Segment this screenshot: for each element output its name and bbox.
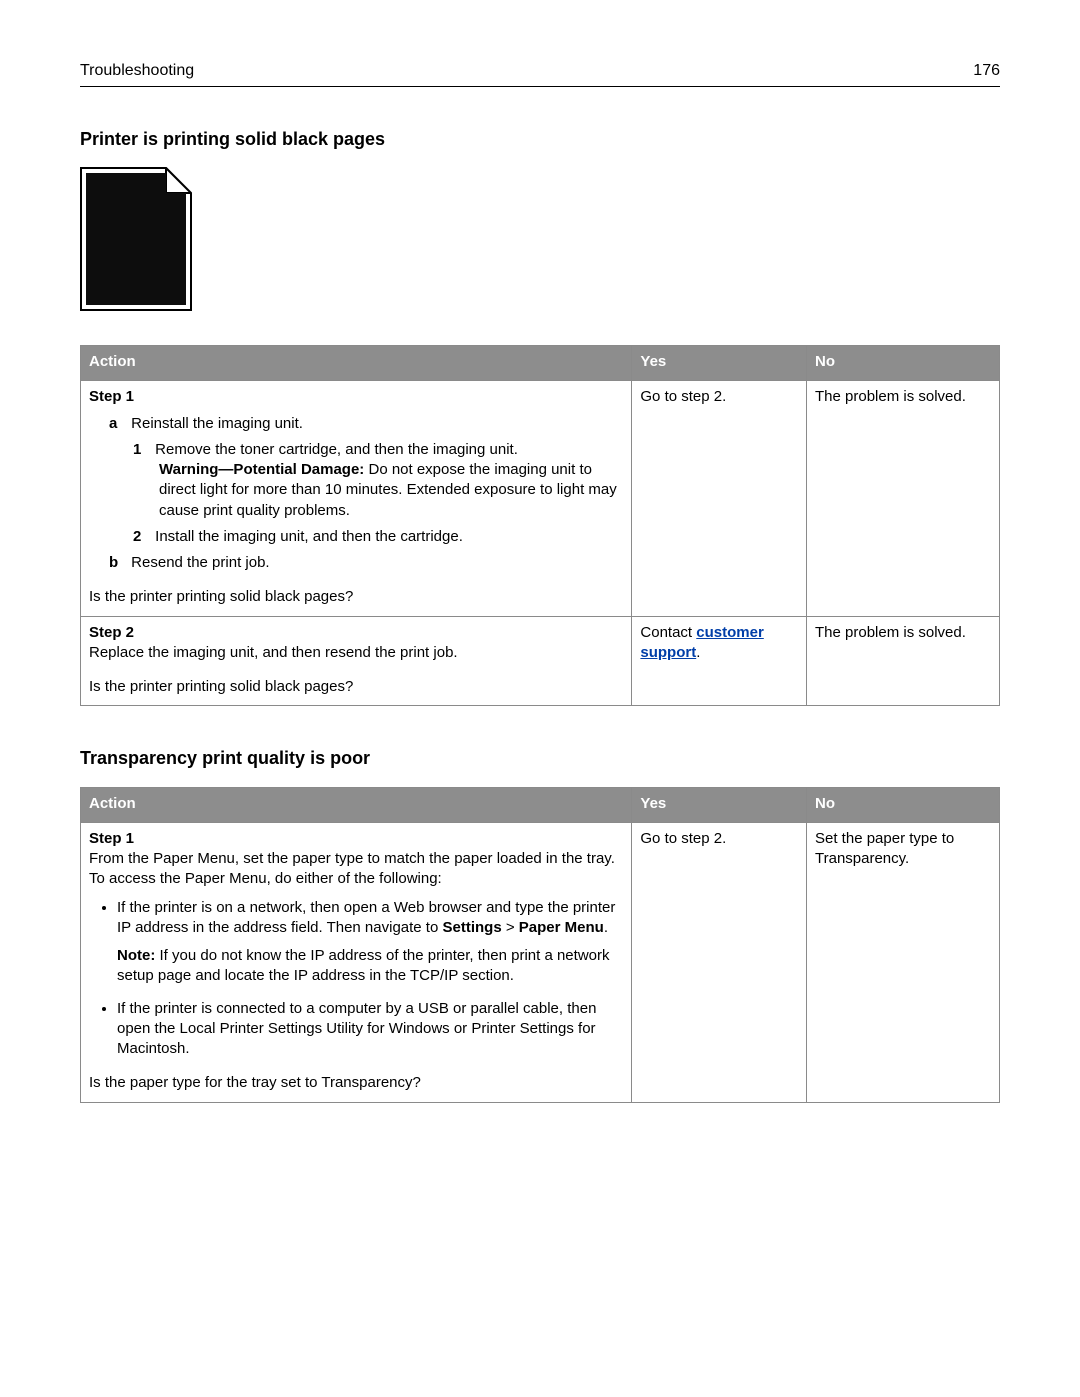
- no-cell: The problem is solved.: [807, 616, 1000, 706]
- header-page-number: 176: [973, 60, 1000, 82]
- list-item: a Reinstall the imaging unit. 1 Remove t…: [109, 414, 623, 548]
- no-cell: The problem is solved.: [807, 381, 1000, 616]
- col-header-action: Action: [81, 787, 632, 822]
- bullet-list: If the printer is on a network, then ope…: [89, 898, 623, 1060]
- note: Note: If you do not know the IP address …: [117, 946, 623, 987]
- bullet-mid: >: [502, 919, 519, 936]
- table-row: Step 2 Replace the imaging unit, and the…: [81, 616, 1000, 706]
- table-row: Step 1 a Reinstall the imaging unit. 1 R…: [81, 381, 1000, 616]
- solid-black-page-icon: [80, 167, 1000, 317]
- header-section: Troubleshooting: [80, 60, 194, 82]
- step-question: Is the printer printing solid black page…: [89, 677, 623, 697]
- col-header-no: No: [807, 787, 1000, 822]
- num-marker: 1: [133, 440, 151, 460]
- list-item: If the printer is connected to a compute…: [117, 999, 623, 1060]
- step-question: Is the printer printing solid black page…: [89, 587, 623, 607]
- alpha-marker: b: [109, 553, 127, 573]
- no-cell: Set the paper type to Transparency.: [807, 822, 1000, 1102]
- alpha-list: a Reinstall the imaging unit. 1 Remove t…: [89, 414, 623, 574]
- numbered-list: 1 Remove the toner cartridge, and then t…: [109, 440, 623, 547]
- step-label: Step 1: [89, 829, 623, 849]
- table-header-row: Action Yes No: [81, 346, 1000, 381]
- list-item: If the printer is on a network, then ope…: [117, 898, 623, 987]
- table-header-row: Action Yes No: [81, 787, 1000, 822]
- list-text: Install the imaging unit, and then the c…: [155, 528, 463, 545]
- bullet-bold: Settings: [443, 919, 502, 936]
- col-header-action: Action: [81, 346, 632, 381]
- step-intro: From the Paper Menu, set the paper type …: [89, 849, 623, 890]
- section2-title: Transparency print quality is poor: [80, 746, 1000, 770]
- list-text: Remove the toner cartridge, and then the…: [155, 441, 518, 458]
- step-question: Is the paper type for the tray set to Tr…: [89, 1073, 623, 1093]
- note-label: Note:: [117, 947, 155, 964]
- list-text: Reinstall the imaging unit.: [131, 415, 303, 432]
- step-label: Step 2: [89, 623, 623, 643]
- step-label: Step 1: [89, 387, 623, 407]
- warning-note: Warning—Potential Damage: Do not expose …: [133, 460, 623, 521]
- yes-suffix: .: [696, 644, 700, 661]
- action-cell: Step 1 a Reinstall the imaging unit. 1 R…: [81, 381, 632, 616]
- section1-title: Printer is printing solid black pages: [80, 127, 1000, 151]
- list-text: Resend the print job.: [131, 554, 269, 571]
- yes-prefix: Contact: [640, 624, 696, 641]
- yes-cell: Go to step 2.: [632, 381, 807, 616]
- col-header-yes: Yes: [632, 346, 807, 381]
- table-transparency-quality: Action Yes No Step 1 From the Paper Menu…: [80, 787, 1000, 1103]
- num-marker: 2: [133, 527, 151, 547]
- yes-cell: Contact customer support.: [632, 616, 807, 706]
- list-item: b Resend the print job.: [109, 553, 623, 573]
- col-header-no: No: [807, 346, 1000, 381]
- note-text: If you do not know the IP address of the…: [117, 947, 610, 984]
- col-header-yes: Yes: [632, 787, 807, 822]
- list-item: 1 Remove the toner cartridge, and then t…: [133, 440, 623, 521]
- alpha-marker: a: [109, 414, 127, 434]
- warning-label: Warning—Potential Damage:: [159, 461, 364, 478]
- action-cell: Step 2 Replace the imaging unit, and the…: [81, 616, 632, 706]
- action-cell: Step 1 From the Paper Menu, set the pape…: [81, 822, 632, 1102]
- bullet-post: .: [604, 919, 608, 936]
- running-header: Troubleshooting 176: [80, 60, 1000, 87]
- yes-cell: Go to step 2.: [632, 822, 807, 1102]
- step-body: Replace the imaging unit, and then resen…: [89, 643, 623, 663]
- bullet-bold: Paper Menu: [519, 919, 604, 936]
- list-item: 2 Install the imaging unit, and then the…: [133, 527, 623, 547]
- table-solid-black-pages: Action Yes No Step 1 a Reinstall the ima…: [80, 345, 1000, 706]
- table-row: Step 1 From the Paper Menu, set the pape…: [81, 822, 1000, 1102]
